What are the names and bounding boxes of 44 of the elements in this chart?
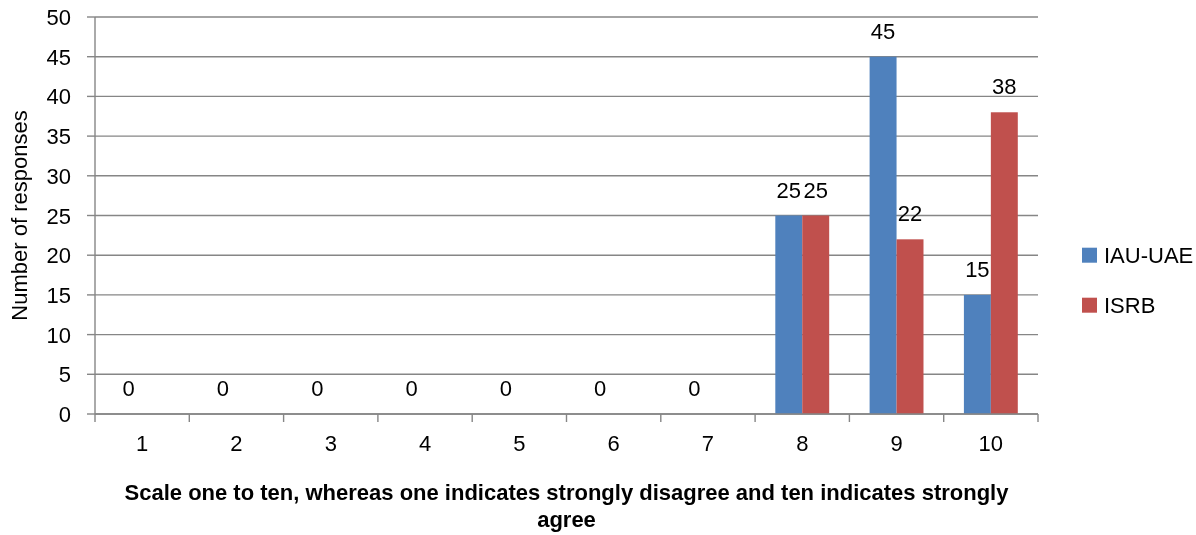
x-tick-label: 9 — [890, 431, 903, 456]
y-tick-label: 20 — [46, 243, 71, 269]
y-tick-label: 10 — [46, 322, 71, 348]
data-label: 22 — [897, 201, 923, 227]
bar — [775, 215, 803, 414]
y-axis-title: Number of responses — [7, 110, 32, 321]
x-tick-label: 5 — [513, 431, 526, 456]
y-tick-label: 15 — [46, 282, 71, 308]
x-tick-label: 4 — [418, 431, 432, 456]
x-axis-title: Scale one to ten, whereas one indicates strongly disagree and ten indicates strongly agree — [124, 480, 1010, 532]
x-tick-label: 3 — [324, 431, 337, 456]
bar — [802, 215, 830, 414]
bar — [869, 56, 897, 414]
bar — [990, 112, 1018, 414]
x-tick-label: 7 — [701, 431, 715, 456]
data-label: 45 — [870, 18, 896, 44]
data-label: 25 — [803, 177, 828, 203]
data-label: 0 — [122, 376, 135, 401]
x-tick-label: 1 — [136, 431, 149, 456]
y-tick-label: 35 — [46, 124, 71, 150]
x-tick-label: 8 — [796, 431, 809, 456]
data-label: 25 — [776, 177, 802, 203]
data-label: 0 — [499, 376, 512, 401]
bar — [896, 239, 924, 414]
bar — [963, 294, 991, 414]
data-label: 0 — [594, 376, 607, 401]
data-label: 0 — [216, 376, 230, 401]
data-label: 0 — [405, 376, 418, 401]
legend-label: IAU-UAE — [1104, 243, 1194, 269]
data-label: 38 — [992, 74, 1017, 100]
data-label: 0 — [311, 376, 324, 401]
y-tick-label: 45 — [46, 44, 71, 70]
y-tick-label: 40 — [46, 84, 71, 110]
x-tick-label: 2 — [230, 431, 243, 456]
x-tick-label: 6 — [607, 431, 620, 456]
y-tick-label: 25 — [46, 203, 71, 229]
legend-label: ISRB — [1104, 293, 1156, 319]
y-tick-label: 50 — [46, 5, 71, 30]
y-tick-label: 30 — [46, 163, 71, 189]
x-tick-label: 10 — [978, 431, 1004, 456]
data-label: 15 — [965, 256, 990, 282]
y-tick-label: 0 — [58, 402, 71, 427]
y-tick-label: 5 — [58, 362, 71, 388]
data-label: 0 — [688, 376, 701, 401]
